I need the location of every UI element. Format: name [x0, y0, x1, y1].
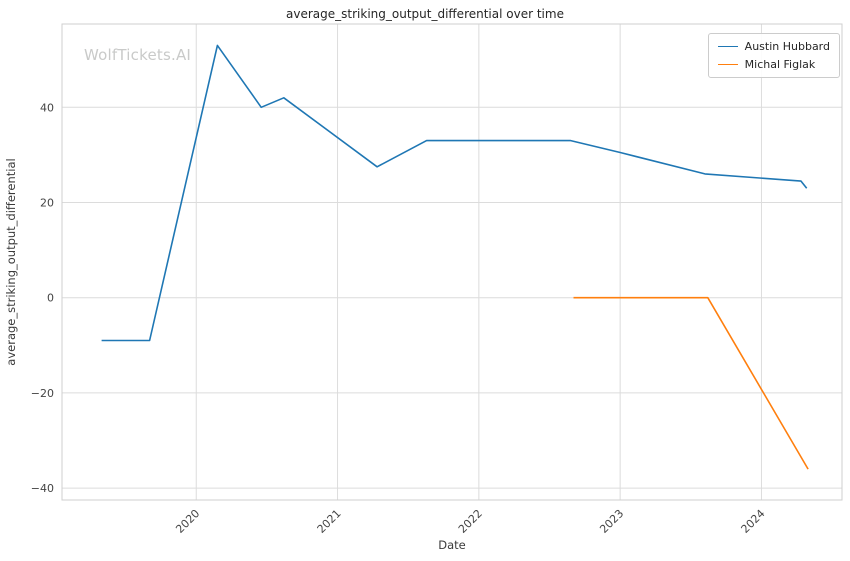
y-tick-label: −20 — [31, 387, 54, 400]
legend-item: Austin Hubbard — [717, 40, 830, 53]
legend-item: Michal Figlak — [717, 58, 830, 71]
y-tick-label: 0 — [47, 292, 54, 305]
legend-label: Michal Figlak — [744, 58, 816, 71]
x-tick-label: 2023 — [597, 507, 626, 536]
y-tick-label: 40 — [40, 101, 54, 114]
series-line-michal-figlak — [573, 296, 809, 470]
x-tick-label: 2024 — [739, 507, 768, 536]
series-line-austin-hubbard — [101, 44, 808, 342]
plot-border — [61, 23, 843, 501]
x-tick-label: 2022 — [456, 507, 485, 536]
y-tick-label: 20 — [40, 197, 54, 210]
legend-line-swatch — [717, 46, 738, 47]
x-axis-title: Date — [438, 538, 466, 552]
chart-title: average_striking_output_differential ove… — [286, 7, 564, 21]
watermark-text: WolfTickets.AI — [84, 46, 192, 64]
y-axis-title: average_striking_output_differential — [4, 158, 18, 365]
y-tick-label: −40 — [31, 482, 54, 495]
legend-label: Austin Hubbard — [744, 40, 830, 53]
legend-line-swatch — [717, 64, 738, 65]
x-tick-label: 2020 — [173, 507, 202, 536]
legend: Austin Hubbard Michal Figlak — [707, 33, 840, 78]
x-tick-label: 2021 — [315, 507, 344, 536]
